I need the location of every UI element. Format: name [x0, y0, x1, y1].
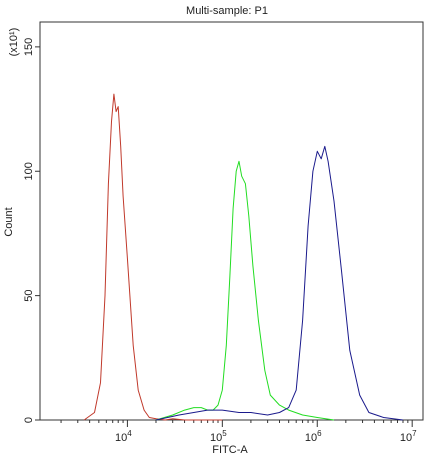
y-axis: (x10¹) Count 0 50 100 150: [3, 28, 40, 423]
series-line-3: [155, 145, 404, 421]
chart-title: Multi-sample: P1: [186, 5, 268, 17]
x-tick-label: 106: [305, 429, 322, 444]
x-tick-label: 104: [115, 429, 132, 444]
plot-frame: [39, 21, 424, 421]
y-multiplier-label: (x10¹): [8, 28, 20, 57]
y-tick-label: 0: [23, 417, 35, 423]
y-tick-label: 150: [23, 38, 35, 56]
x-axis: FITC-A 104 105 106 107: [60, 420, 417, 456]
y-axis-label: Count: [3, 207, 15, 236]
x-tick-label: 107: [400, 429, 417, 444]
y-tick-label: 100: [23, 162, 35, 180]
x-axis-label: FITC-A: [212, 444, 248, 456]
series-line-2: [155, 160, 335, 421]
series-line-1: [83, 93, 223, 421]
x-tick-label: 105: [210, 429, 227, 444]
series-layer: [83, 93, 404, 421]
y-tick-label: 50: [23, 290, 35, 302]
